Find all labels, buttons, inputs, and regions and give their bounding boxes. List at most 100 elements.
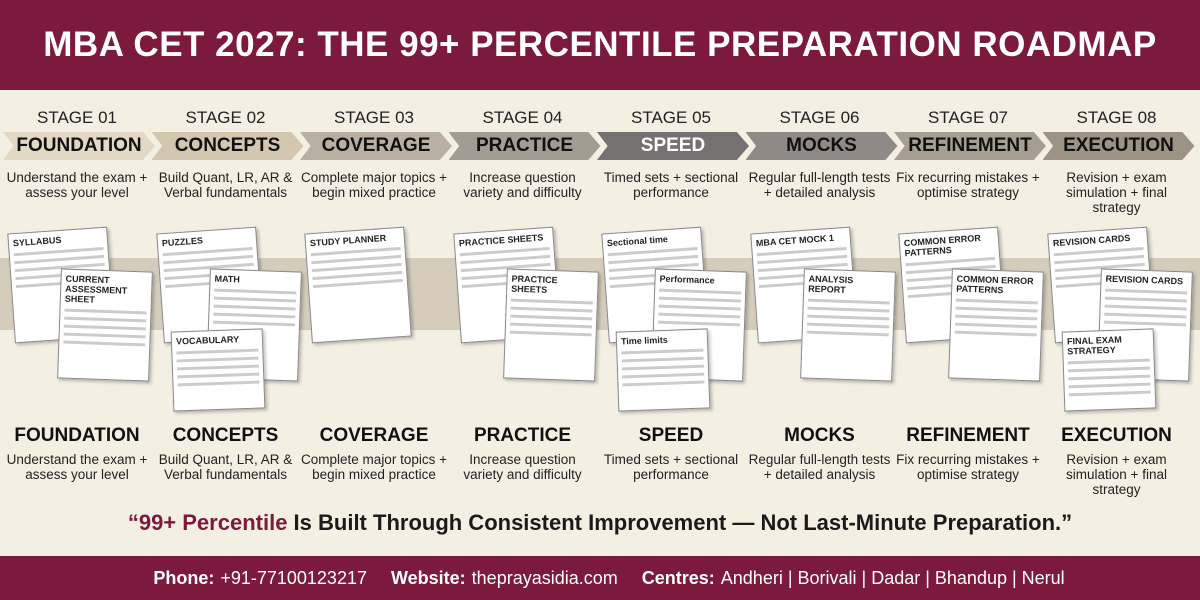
illustration-line — [213, 288, 296, 295]
illustration-label: MATH — [213, 273, 240, 285]
illustration-line — [459, 254, 550, 265]
illustration-line — [621, 348, 704, 355]
illustration-line — [509, 314, 592, 321]
website-label: Website: — [390, 567, 466, 588]
stage-name: SPEED — [638, 425, 704, 446]
illustration-card: ANALYSIS REPORT — [799, 268, 896, 382]
stage-description: Timed sets + sectional performance — [603, 452, 739, 482]
illustration-line — [954, 322, 1038, 329]
phone-label: Phone: — [153, 567, 215, 588]
stage-banner: EXECUTION — [1042, 132, 1195, 160]
stage-description: Understand the exam + assess your level — [6, 170, 148, 200]
illustration-line — [311, 254, 402, 265]
illustration-card: PRACTICE SHEETS — [502, 268, 599, 382]
stage-description: Revision + exam simulation + final strat… — [1066, 170, 1167, 215]
quote-text: Is Built Through Consistent Improvement … — [287, 510, 1073, 535]
illustration-card: Time limits — [615, 328, 711, 412]
illustration-line — [955, 306, 1038, 313]
illustration-line — [176, 380, 259, 387]
stage-label: STAGE 06 — [779, 108, 860, 127]
illustration-line — [659, 288, 742, 295]
stage-description: Increase question variety and difficulty — [463, 452, 582, 482]
illustration-line — [1067, 366, 1150, 373]
illustration-line — [756, 254, 847, 265]
stage: STAGE 06 MOCKS Regular full-length tests +… — [745, 100, 898, 500]
stage-banner: COVERAGE — [300, 132, 452, 160]
stage-label: STAGE 03 — [334, 108, 414, 127]
quote: “99+ Percentile Is Built Through Consist… — [0, 510, 1200, 536]
illustration-card: COMMON ERROR PATTERNS — [948, 268, 1044, 382]
illustration-line — [162, 246, 253, 257]
illustration-line — [1068, 382, 1151, 389]
illustration-line — [162, 254, 253, 265]
stage-description: Timed sets + sectional performance — [603, 170, 739, 200]
illustration-line — [1053, 246, 1144, 257]
illustration-line — [510, 298, 593, 305]
stage: STAGE 05 SPEED Timed sets + sectional perf… — [597, 100, 749, 500]
illustration-line — [64, 316, 147, 323]
centres-label: Centres: — [641, 567, 715, 588]
illustration-line — [658, 312, 741, 319]
illustration-label: Time limits — [620, 334, 668, 347]
illustration-line — [806, 314, 889, 321]
illustration-line — [311, 262, 402, 273]
illustration-line — [1068, 390, 1151, 397]
illustration-label: PRACTICE SHEETS — [458, 232, 544, 249]
illustration-line — [13, 246, 104, 257]
stage-label: STAGE 07 — [928, 108, 1008, 127]
quote-highlight: “99+ Percentile — [127, 510, 288, 535]
illustration-line — [621, 364, 704, 371]
illustration-line — [658, 296, 741, 303]
stage-name: COVERAGE — [319, 425, 429, 446]
stage-description: Understand the exam + assess your level — [6, 452, 148, 482]
stage-description: Revision + exam simulation + final strat… — [1066, 452, 1167, 497]
illustration-line — [806, 322, 889, 329]
stage-label: STAGE 01 — [37, 108, 117, 127]
illustration-line — [608, 254, 699, 265]
stage-banner: MOCKS — [745, 132, 898, 160]
illustration-line — [1103, 320, 1186, 327]
illustration-line — [176, 356, 259, 363]
illustration-label: ANALYSIS REPORT — [807, 273, 853, 295]
illustration-line — [905, 256, 996, 267]
illustration-card: VOCABULARY — [170, 328, 265, 412]
stage-name: MOCKS — [784, 425, 855, 446]
stage: STAGE 04 PRACTICE Increase question variet… — [448, 100, 601, 500]
header: MBA CET 2027: THE 99+ PERCENTILE PREPARA… — [0, 0, 1200, 90]
illustration-line — [1053, 254, 1144, 265]
centres: Andheri | Borivali | Dadar | Bhandup | N… — [720, 567, 1065, 588]
stage-name: FOUNDATION — [14, 425, 140, 446]
illustration-line — [658, 320, 741, 327]
stage-description: Increase question variety and difficulty — [463, 170, 582, 200]
illustration-line — [509, 330, 592, 337]
stage: STAGE 03 COVERAGE Complete major topics + … — [300, 100, 452, 500]
illustration-label: REVISION CARDS — [1104, 273, 1183, 287]
illustration-line — [213, 296, 296, 303]
stage-name: REFINEMENT — [906, 425, 1030, 446]
illustration-label: REVISION CARDS — [1052, 232, 1131, 249]
stage-description: Build Quant, LR, AR & Verbal fundamental… — [158, 452, 293, 482]
stage-banner: FOUNDATION — [3, 132, 155, 160]
phone: +91-7710012321​7 — [220, 567, 367, 588]
illustration-line — [1104, 304, 1187, 311]
illustration-label: COMMON ERROR PATTERNS — [903, 232, 982, 259]
illustration-label: PUZZLES — [161, 235, 203, 249]
illustration-label: FINAL EXAM STRATEGY — [1066, 334, 1122, 357]
illustration-line — [607, 246, 698, 257]
website: theprayasidia.com — [471, 567, 618, 588]
illustration-line — [756, 246, 847, 257]
stage-description: Complete major topics + begin mixed prac… — [301, 170, 447, 200]
illustration-line — [955, 314, 1038, 321]
illustration-line — [806, 330, 889, 337]
illustration-card: CURRENT ASSESSMENT SHEET — [57, 268, 153, 382]
illustration-line — [310, 246, 401, 257]
stage-description: Complete major topics + begin mixed prac… — [301, 452, 447, 482]
stage-banner: CONCEPTS — [151, 132, 304, 160]
illustration-line — [807, 298, 890, 305]
illustration-label: CURRENT ASSESSMENT SHEET — [64, 273, 128, 305]
illustration-label: COMMON ERROR PATTERNS — [956, 273, 1034, 296]
illustration-label: PRACTICE SHEETS — [510, 273, 558, 295]
footer: Phone: +91-7710012321​7 Website: theprayas… — [0, 556, 1200, 600]
illustration-label: SYLLABUS — [12, 234, 62, 249]
illustration-line — [955, 298, 1038, 305]
